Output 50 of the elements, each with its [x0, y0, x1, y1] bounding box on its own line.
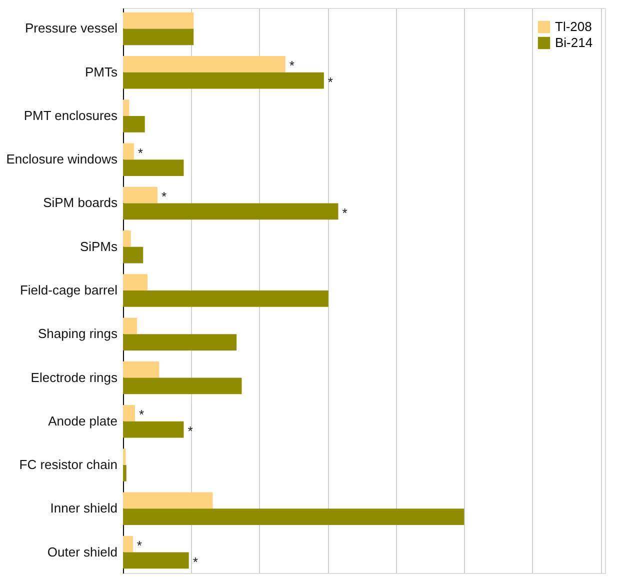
y-tick-label: SiPMs [80, 238, 118, 254]
bar [123, 492, 213, 509]
annotation: * [328, 74, 333, 90]
bar [123, 318, 137, 334]
bar [123, 290, 328, 307]
annotation: * [136, 538, 142, 554]
bar [123, 116, 145, 132]
annotation: * [289, 58, 294, 74]
legend-label: Bi-214 [555, 35, 593, 50]
bar [123, 246, 144, 264]
bar [123, 508, 464, 526]
annotation: * [188, 424, 193, 439]
bar [123, 421, 184, 438]
bar [123, 203, 338, 220]
annotation: * [161, 189, 167, 204]
bar [123, 361, 160, 378]
annotation: * [342, 205, 348, 220]
y-tick-label: Shaping rings [38, 326, 118, 342]
annotation: * [138, 407, 144, 422]
y-tick-label: Enclosure windows [6, 152, 118, 167]
y-tick-label: Inner shield [50, 500, 118, 516]
bar [123, 552, 189, 569]
bar [123, 536, 133, 552]
bar [123, 28, 194, 46]
y-tick-label: PMTs [85, 64, 118, 80]
bar [123, 56, 286, 72]
bar [123, 448, 126, 466]
bar [123, 12, 194, 29]
bar [123, 143, 134, 160]
annotation: * [138, 145, 143, 160]
bar [123, 72, 324, 89]
y-tick-label: Outer shield [47, 544, 118, 560]
bar [123, 100, 130, 116]
bar [123, 160, 184, 176]
bar [123, 378, 242, 394]
y-tick-label: Electrode rings [30, 370, 118, 385]
legend-label: Tl-208 [555, 19, 592, 34]
bar [123, 274, 148, 290]
y-tick-label: Field-cage barrel [20, 282, 118, 298]
bar [123, 334, 237, 350]
y-tick-label: PMT enclosures [24, 108, 118, 123]
y-tick-label: Pressure vessel [25, 20, 118, 36]
bar [123, 465, 126, 482]
bar [123, 230, 131, 247]
y-tick-label: SiPM boards [43, 195, 118, 210]
y-tick-label: FC resistor chain [19, 457, 118, 472]
bar [123, 186, 158, 204]
y-tick-label: Anode plate [48, 413, 118, 428]
annotation: * [192, 554, 198, 570]
bar [123, 405, 135, 422]
